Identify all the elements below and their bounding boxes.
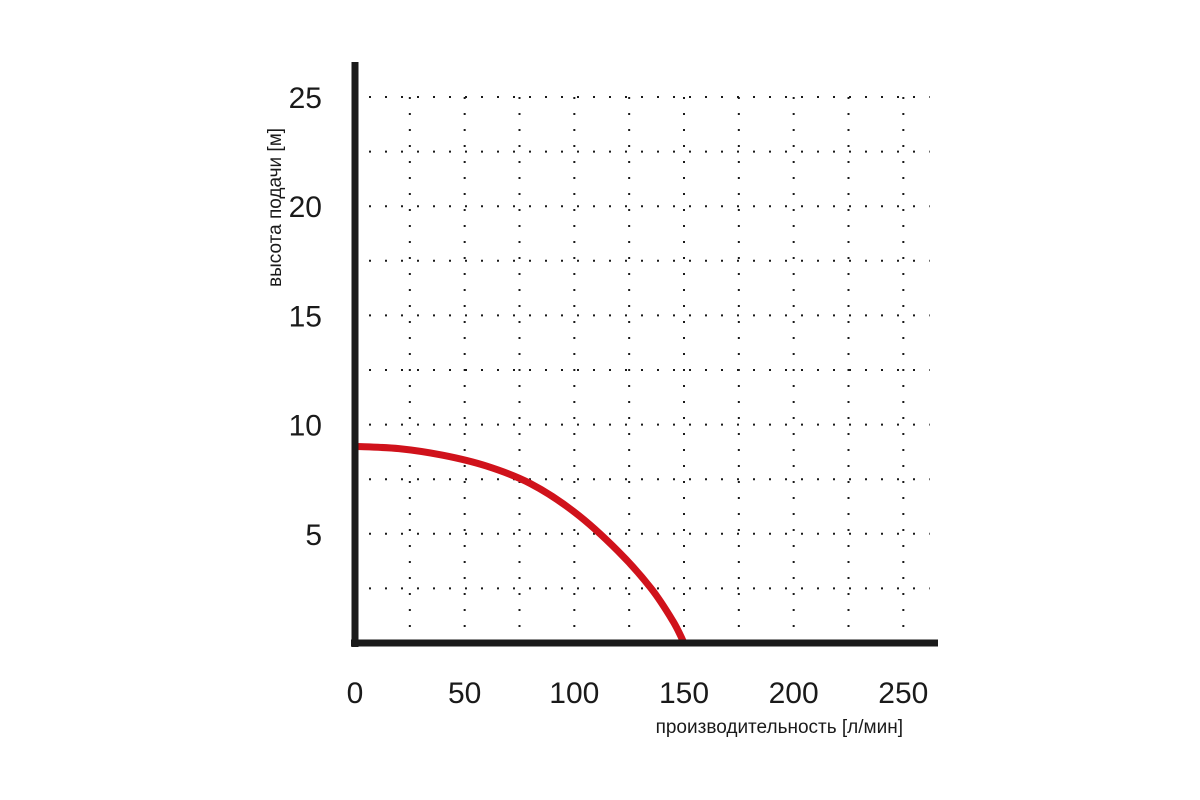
x-tick-label: 150 (659, 677, 709, 710)
grid (369, 91, 930, 643)
y-tick-label: 10 (289, 410, 322, 443)
performance-curve (355, 446, 684, 643)
y-tick-label: 25 (289, 82, 322, 115)
y-tick-labels: 5 10 15 20 25 (289, 82, 322, 552)
x-tick-label: 0 (347, 677, 364, 710)
x-tick-labels: 0 50 100 150 200 250 (347, 677, 929, 710)
axes (351, 62, 938, 647)
y-tick-label: 15 (289, 300, 322, 333)
x-tick-label: 200 (769, 677, 819, 710)
y-tick-label: 5 (305, 519, 322, 552)
x-tick-label: 50 (448, 677, 481, 710)
x-axis-title: производительность [л/мин] (656, 717, 903, 738)
y-tick-label: 20 (289, 191, 322, 224)
x-tick-label: 250 (878, 677, 928, 710)
x-tick-label: 100 (549, 677, 599, 710)
curve-layer (355, 446, 684, 643)
y-axis-title: высота подачи [м] (265, 128, 286, 287)
